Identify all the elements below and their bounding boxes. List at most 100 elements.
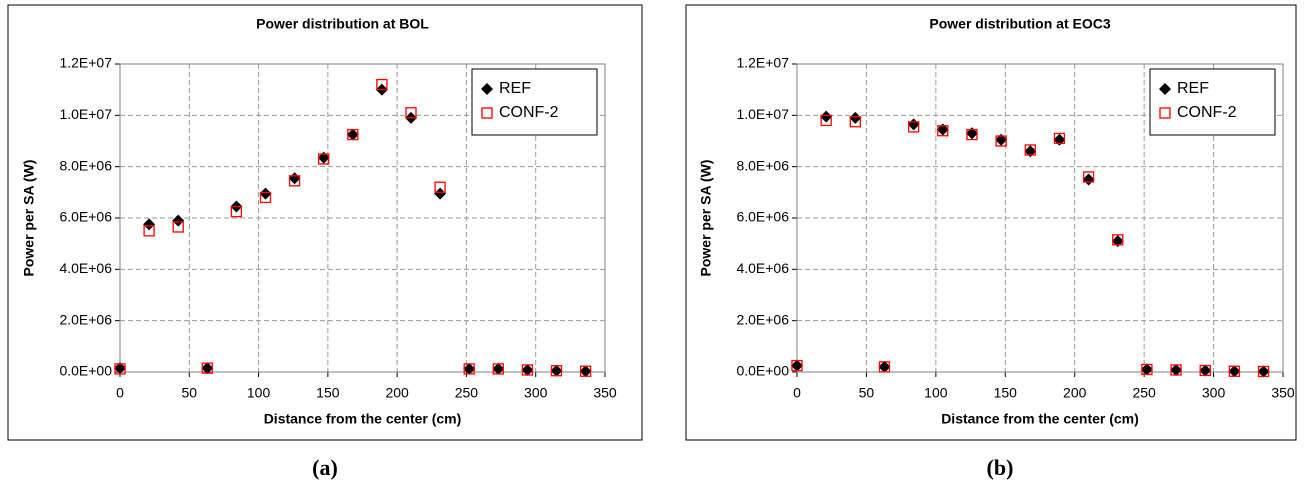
marker-diamond <box>878 360 891 373</box>
x-tick-label: 100 <box>924 385 948 401</box>
x-axis-label: Distance from the center (cm) <box>941 411 1139 427</box>
marker-diamond <box>143 218 156 231</box>
marker-square <box>230 205 243 218</box>
marker-diamond <box>1024 145 1037 158</box>
y-tick-label: 1.2E+07 <box>59 55 112 71</box>
marker-square <box>550 365 563 377</box>
marker-square <box>376 78 388 91</box>
marker-diamond <box>172 214 185 227</box>
marker-square <box>463 363 475 375</box>
marker-square <box>172 221 184 233</box>
legend-label: REF <box>1177 80 1209 97</box>
y-tick-label: 6.0E+06 <box>736 209 789 225</box>
x-tick-label: 350 <box>1271 385 1295 401</box>
x-tick-label: 0 <box>793 385 801 401</box>
y-axis-label: Power per SA (W) <box>21 160 37 277</box>
x-tick-label: 50 <box>181 385 197 401</box>
marker-square <box>288 175 301 187</box>
y-tick-label: 0.0E+00 <box>736 363 789 379</box>
marker-square <box>481 107 493 119</box>
marker-square <box>405 107 417 119</box>
legend <box>1149 68 1276 136</box>
marker-diamond <box>936 123 949 136</box>
marker-square <box>878 361 891 373</box>
marker-square <box>820 114 832 127</box>
marker-diamond <box>521 363 534 376</box>
x-tick-label: 0 <box>116 385 124 401</box>
marker-diamond <box>791 359 803 372</box>
x-tick-label: 150 <box>316 385 340 401</box>
marker-square <box>347 128 359 141</box>
y-tick-label: 1.0E+07 <box>736 106 789 122</box>
legend-label: CONF-2 <box>1177 104 1237 121</box>
y-axis-label: Power per SA (W) <box>698 160 714 277</box>
x-tick-label: 150 <box>994 385 1018 401</box>
marker-square <box>579 365 592 377</box>
x-tick-label: 250 <box>455 385 479 401</box>
caption: (b) <box>987 455 1014 480</box>
x-tick-label: 100 <box>247 385 271 401</box>
marker-diamond <box>1159 83 1171 95</box>
marker-diamond <box>434 187 447 200</box>
marker-square <box>492 363 504 375</box>
marker-diamond <box>965 127 978 140</box>
x-tick-label: 350 <box>593 385 617 401</box>
y-tick-label: 4.0E+06 <box>59 260 112 276</box>
marker-square <box>791 359 803 372</box>
x-tick-label: 200 <box>385 385 409 401</box>
marker-square <box>966 128 978 141</box>
y-tick-label: 8.0E+06 <box>59 157 112 173</box>
marker-square <box>1141 363 1153 376</box>
x-tick-label: 200 <box>1063 385 1087 401</box>
marker-diamond <box>1053 133 1066 146</box>
chart-title: Power distribution at BOL <box>256 16 429 32</box>
legend-label: CONF-2 <box>499 104 559 121</box>
marker-diamond <box>201 362 214 375</box>
marker-diamond <box>317 151 330 164</box>
marker-square <box>1082 171 1095 183</box>
marker-diamond <box>259 187 272 200</box>
marker-diamond <box>114 362 126 375</box>
x-tick-label: 50 <box>859 385 875 401</box>
y-tick-label: 4.0E+06 <box>736 260 789 276</box>
marker-square <box>201 362 213 374</box>
marker-square <box>1053 132 1066 145</box>
marker-square <box>434 181 446 193</box>
y-tick-label: 2.0E+06 <box>736 311 789 327</box>
chart-title: Power distribution at EOC3 <box>929 16 1110 32</box>
marker-diamond <box>579 365 592 378</box>
y-tick-label: 1.2E+07 <box>736 55 789 71</box>
x-tick-label: 300 <box>524 385 548 401</box>
marker-square <box>1159 107 1171 119</box>
y-tick-label: 1.0E+07 <box>59 106 112 122</box>
marker-square <box>143 225 155 237</box>
marker-square <box>1199 364 1211 377</box>
marker-square <box>1112 234 1124 246</box>
marker-diamond <box>550 364 563 377</box>
marker-diamond <box>995 133 1008 146</box>
marker-square <box>849 116 861 128</box>
legend-label: REF <box>499 80 531 97</box>
marker-diamond <box>1199 364 1212 377</box>
marker-square <box>521 364 534 376</box>
marker-square <box>1024 144 1036 156</box>
y-tick-label: 6.0E+06 <box>59 209 112 225</box>
marker-diamond <box>481 83 493 95</box>
marker-square <box>1257 365 1270 378</box>
y-tick-label: 8.0E+06 <box>736 157 789 173</box>
marker-diamond <box>1257 365 1270 378</box>
marker-square <box>259 191 272 204</box>
marker-square <box>937 125 949 137</box>
marker-diamond <box>346 128 359 141</box>
marker-diamond <box>463 362 476 375</box>
marker-square <box>907 121 920 133</box>
x-axis-label: Distance from the center (cm) <box>264 411 462 427</box>
legend <box>471 68 598 136</box>
marker-diamond <box>1170 363 1183 376</box>
marker-square <box>1228 365 1241 377</box>
x-tick-label: 250 <box>1132 385 1156 401</box>
x-tick-label: 300 <box>1202 385 1226 401</box>
y-tick-label: 0.0E+00 <box>59 363 112 379</box>
plot-area <box>119 63 606 373</box>
marker-diamond <box>1140 363 1153 376</box>
